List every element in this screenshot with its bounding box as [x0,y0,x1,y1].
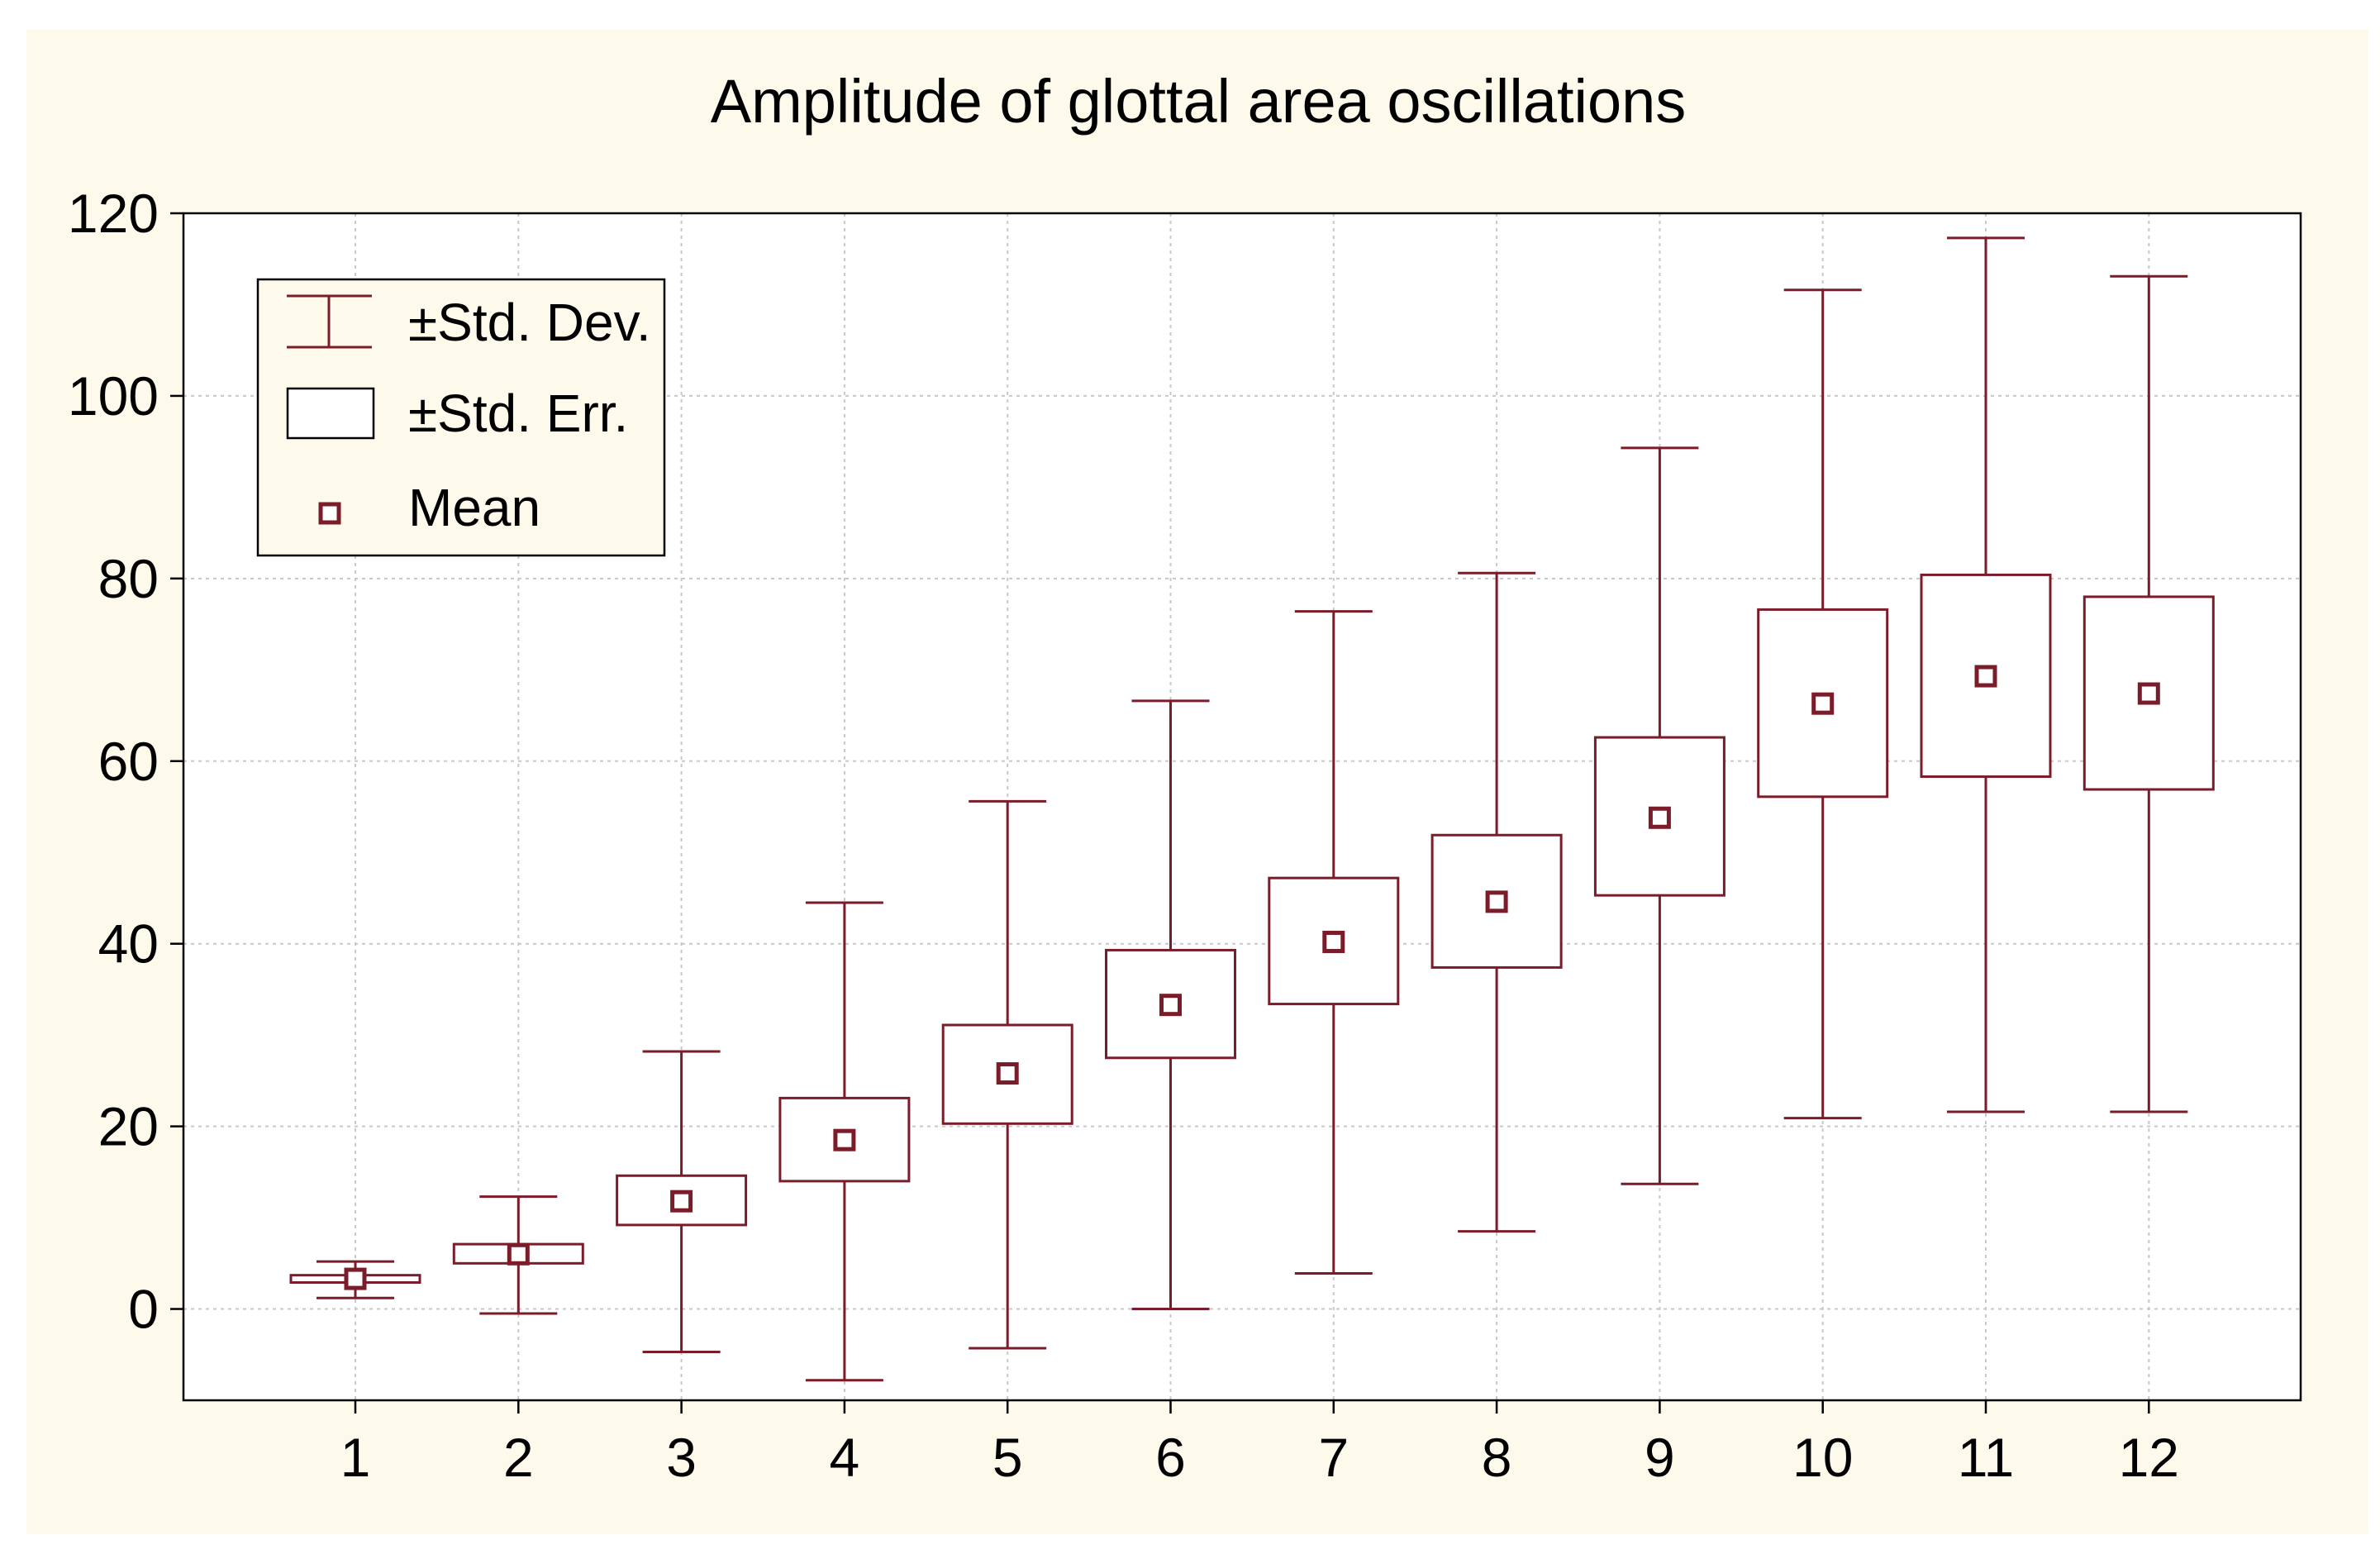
category-1-group [289,1260,421,1299]
whisker-icon [287,294,372,349]
marks-layer [289,236,2215,1382]
legend-item-mean: Mean [318,478,540,537]
mean-marker-9 [1648,806,1671,829]
chart-frame: Amplitude of glottal area oscillations 0… [26,30,2368,1534]
x-tick-label-2: 2 [503,1427,534,1488]
mean-marker-8 [1485,890,1508,913]
x-tick-label-5: 5 [992,1427,1023,1488]
x-tick-label-7: 7 [1318,1427,1349,1488]
mean-marker-12 [2137,682,2160,705]
mean-marker-4 [833,1128,856,1151]
y-tick-label-120: 120 [68,183,159,244]
legend: ±Std. Dev. ±Std. Err. Mean [256,278,666,557]
category-8-group [1430,571,1563,1233]
x-tick-label-11: 11 [1958,1427,2015,1488]
y-tick-label-20: 20 [98,1096,159,1157]
category-4-group [778,901,911,1382]
legend-label-std-dev: ±Std. Dev. [408,293,651,352]
category-10-group [1757,288,1889,1120]
x-tick-label-10: 10 [1792,1427,1853,1488]
x-tick-label-9: 9 [1645,1427,1675,1488]
x-tick-label-12: 12 [2119,1427,2179,1488]
category-12-group [2082,274,2215,1113]
x-tick-label-4: 4 [830,1427,860,1488]
x-tick-label-8: 8 [1482,1427,1512,1488]
mean-marker-5 [996,1062,1019,1085]
mean-marker-6 [1159,994,1182,1017]
mean-marker-11 [1974,665,1997,688]
legend-label-std-err: ±Std. Err. [408,384,628,443]
chart-title: Amplitude of glottal area oscillations [711,67,1687,136]
category-11-group [1920,236,2052,1113]
category-9-group [1593,446,1726,1185]
category-2-group [452,1195,584,1315]
mean-marker-2 [507,1242,530,1266]
mean-marker-1 [344,1267,367,1290]
y-tick-label-60: 60 [98,731,159,792]
y-tick-label-40: 40 [98,913,159,975]
box-plot-chart: Amplitude of glottal area oscillations 0… [68,67,2302,1488]
y-tick-label-80: 80 [98,548,159,609]
legend-item-std-dev: ±Std. Dev. [287,293,651,352]
box-icon [286,387,375,440]
plot-frame [182,212,2302,1402]
mean-square-icon [318,502,341,525]
x-tick-label-1: 1 [340,1427,371,1488]
x-tick-label-3: 3 [666,1427,697,1488]
x-tick-label-6: 6 [1155,1427,1186,1488]
grid-layer [183,213,2301,1400]
category-3-group [616,1050,748,1353]
mean-marker-10 [1811,692,1835,715]
legend-item-std-err: ±Std. Err. [286,384,628,443]
mean-marker-3 [670,1190,693,1213]
category-7-group [1268,610,1400,1275]
category-5-group [941,799,1073,1350]
legend-label-mean: Mean [408,478,540,537]
mean-marker-7 [1322,930,1345,953]
category-6-group [1105,699,1236,1311]
y-tick-label-0: 0 [128,1279,159,1340]
y-tick-label-100: 100 [68,365,159,427]
